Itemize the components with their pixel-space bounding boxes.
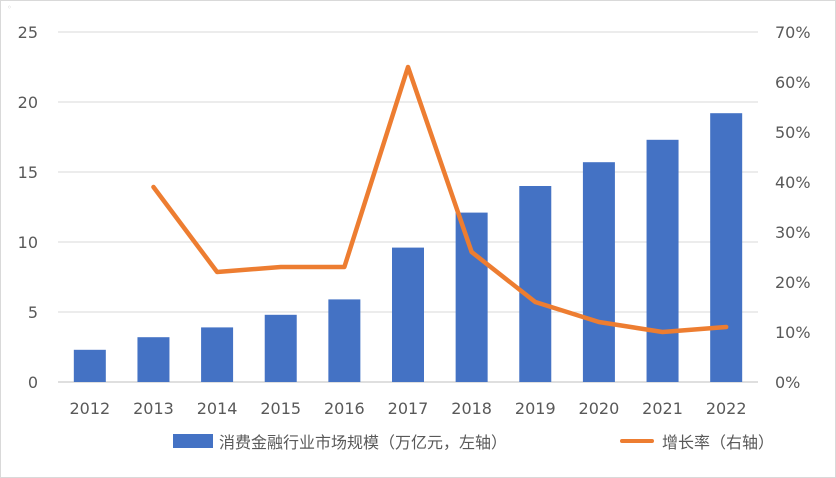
legend-label-growth-rate: 增长率（右轴） bbox=[662, 433, 775, 452]
x-axis-tick-label: 2018 bbox=[451, 399, 492, 418]
x-axis-ticks: 2012 2013 2014 2015 2016 2017 2018 2019 2020 2021… bbox=[69, 399, 746, 418]
bar-2014 bbox=[201, 327, 234, 382]
legend: 消费金融行业市场规模（万亿元，左轴） 增长率（右轴） bbox=[0, 427, 836, 455]
left-axis-tick-label: 20 bbox=[18, 93, 38, 112]
right-axis-tick-label: 60% bbox=[775, 73, 811, 92]
bar-2020 bbox=[582, 162, 615, 382]
legend-label-market-size: 消费金融行业市场规模（万亿元，左轴） bbox=[219, 433, 508, 452]
x-axis-tick-label: 2017 bbox=[388, 399, 429, 418]
legend-line-swatch bbox=[620, 439, 654, 443]
x-axis-tick-label: 2021 bbox=[642, 399, 683, 418]
left-axis-ticks: 0 5 10 15 20 25 bbox=[18, 23, 38, 392]
x-axis-tick-label: 2013 bbox=[133, 399, 174, 418]
x-axis-tick-label: 2014 bbox=[197, 399, 238, 418]
left-axis-tick-label: 25 bbox=[18, 23, 38, 42]
x-axis-tick-label: 2015 bbox=[260, 399, 301, 418]
growth-rate-line bbox=[151, 64, 729, 335]
legend-item-market-size: 消费金融行业市场规模（万亿元，左轴） bbox=[173, 427, 507, 455]
bar-2019 bbox=[519, 186, 552, 382]
x-axis-tick-label: 2019 bbox=[515, 399, 556, 418]
bar-2022 bbox=[710, 113, 743, 382]
bar-2016 bbox=[328, 299, 361, 382]
bar-2015 bbox=[264, 314, 297, 382]
bar-series bbox=[73, 113, 743, 382]
line-series bbox=[151, 64, 729, 335]
left-axis-tick-label: 15 bbox=[18, 163, 38, 182]
right-axis-tick-label: 40% bbox=[775, 173, 811, 192]
x-axis-tick-label: 2020 bbox=[579, 399, 620, 418]
left-axis-tick-label: 5 bbox=[28, 303, 38, 322]
left-axis-tick-label: 0 bbox=[28, 373, 38, 392]
x-axis-tick-label: 2016 bbox=[324, 399, 365, 418]
bar-2021 bbox=[646, 139, 679, 382]
left-axis-tick-label: 10 bbox=[18, 233, 38, 252]
bar-2012 bbox=[73, 349, 106, 382]
x-axis-tick-label: 2022 bbox=[706, 399, 747, 418]
x-axis-tick-label: 2012 bbox=[69, 399, 110, 418]
right-axis-tick-label: 0% bbox=[775, 373, 800, 392]
corner-mark: ◦ bbox=[7, 3, 12, 12]
bar-2013 bbox=[137, 337, 170, 382]
right-axis-tick-label: 20% bbox=[775, 273, 811, 292]
legend-item-growth-rate: 增长率（右轴） bbox=[620, 427, 774, 455]
right-axis-tick-label: 50% bbox=[775, 123, 811, 142]
right-axis-tick-label: 70% bbox=[775, 23, 811, 42]
legend-bar-swatch bbox=[173, 434, 213, 448]
right-axis-ticks: 0% 10% 20% 30% 40% 50% 60% 70% bbox=[775, 23, 811, 392]
bar-2017 bbox=[392, 247, 424, 382]
bar-2018 bbox=[455, 212, 488, 382]
right-axis-tick-label: 10% bbox=[775, 323, 811, 342]
right-axis-tick-label: 30% bbox=[775, 223, 811, 242]
